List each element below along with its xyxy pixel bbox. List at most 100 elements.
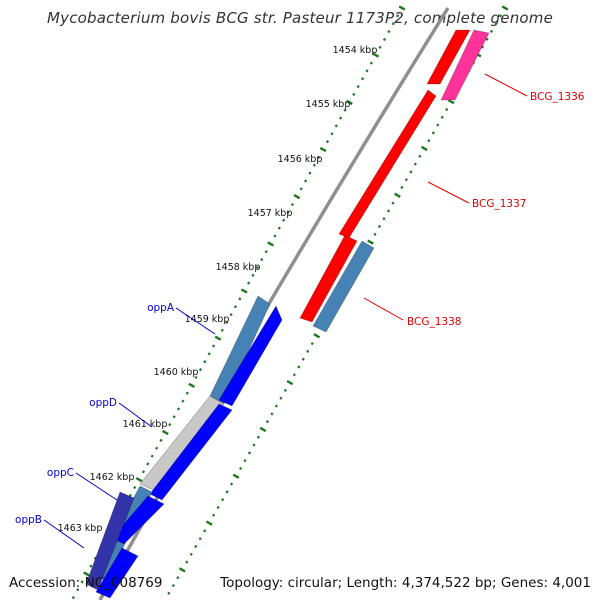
outer-minor-tick [352,92,356,97]
inner-minor-tick [252,443,256,447]
outer-minor-tick [203,360,207,364]
outer-minor-tick [396,14,400,18]
inner-minor-tick [221,498,225,502]
outer-minor-tick [312,163,316,167]
inner-minor-tick [310,342,314,346]
outer-minor-tick [356,85,360,89]
gene-features [85,29,490,599]
outer-minor-tick [277,226,281,230]
scale-label: 1454 kbp [333,45,378,56]
gene-label[interactable]: BCG_1337 [472,198,526,210]
inner-major-tick [313,333,321,339]
outer-minor-tick [159,438,163,442]
outer-minor-tick [286,210,290,214]
gene-label-leader [363,297,404,321]
gene-label[interactable]: oppD [89,397,117,409]
outer-tick-ring [71,5,406,600]
outer-major-tick [398,5,406,11]
inner-minor-tick [230,482,234,486]
gene-label[interactable]: BCG_1338 [407,316,461,328]
outer-minor-tick [146,462,150,466]
outer-major-tick [83,571,90,577]
outer-minor-tick [176,407,181,411]
outer-major-tick [161,429,169,436]
outer-minor-tick [238,297,242,301]
outer-minor-tick [387,29,391,34]
scale-label: 1460 kbp [154,367,199,378]
gene-label-leader [427,181,470,204]
inner-minor-tick [409,170,413,174]
inner-minor-tick [274,404,278,408]
outer-minor-tick [220,328,224,332]
inner-minor-tick [212,513,216,517]
inner-minor-tick [498,14,503,18]
gene-label-leader [75,472,118,501]
gene-label-leader [43,519,85,549]
inner-minor-tick [270,412,274,416]
inner-major-tick [205,520,213,526]
inner-minor-tick [238,466,243,471]
gene-arrow-red-top [426,29,471,85]
scale-label: 1455 kbp [306,99,351,110]
outer-minor-tick [317,155,321,159]
gene-arrow-blue-a [218,305,283,407]
inner-minor-tick [225,490,229,494]
scale-label: 1456 kbp [278,154,323,165]
inner-minor-tick [297,365,301,369]
outer-minor-tick [150,454,154,458]
gene-label[interactable]: oppC [47,467,74,479]
gene-arrow-blue-c [111,495,165,545]
inner-minor-tick [194,544,198,549]
outer-minor-tick [225,320,229,325]
inner-minor-tick [494,22,498,26]
outer-minor-tick [382,37,387,42]
gene-arrow-bcg-1338 [312,240,375,333]
scale-label: 1461 kbp [123,419,168,430]
inner-minor-tick [292,373,296,377]
gene-label-leader [175,307,216,335]
outer-minor-tick [76,588,80,592]
outer-minor-tick [325,140,330,144]
outer-major-tick [267,241,274,247]
inner-minor-tick [404,178,408,182]
inner-minor-tick [382,217,386,221]
outer-minor-tick [308,171,312,175]
gene-label[interactable]: oppA [147,302,175,314]
inner-minor-tick [167,591,171,595]
inner-minor-tick [216,505,220,510]
inner-minor-tick [243,459,247,463]
outer-minor-tick [290,202,294,207]
inner-major-tick [232,473,240,479]
outer-minor-tick [334,124,338,128]
gene-label[interactable]: oppB [15,514,42,526]
outer-minor-tick [273,234,277,238]
outer-minor-tick [304,179,308,183]
outer-minor-tick [339,116,343,120]
gene-arrow-oppD [139,395,225,491]
inner-minor-tick [386,209,391,213]
outer-minor-tick [391,22,395,26]
inner-minor-tick [279,396,283,400]
inner-major-tick [367,239,374,245]
inner-minor-tick [427,139,431,143]
inner-minor-tick [373,232,377,236]
gene-label[interactable]: BCG_1336 [530,91,585,103]
outer-minor-tick [71,596,75,600]
accession-text: Accession: NC_008769 [9,575,163,591]
outer-minor-tick [299,187,303,191]
inner-minor-tick [440,115,444,119]
inner-major-tick [501,5,509,11]
inner-minor-tick [490,29,494,34]
outer-minor-tick [229,313,233,317]
outer-minor-tick [89,564,93,568]
inner-minor-tick [400,185,404,190]
outer-minor-tick [260,257,264,262]
inner-major-tick [286,379,294,386]
gene-arrow-blue-d [95,547,139,599]
inner-minor-tick [185,560,189,564]
inner-minor-tick [391,201,395,205]
inner-minor-tick [418,154,422,158]
scale-label: 1458 kbp [216,262,261,273]
outer-minor-tick [80,580,84,584]
